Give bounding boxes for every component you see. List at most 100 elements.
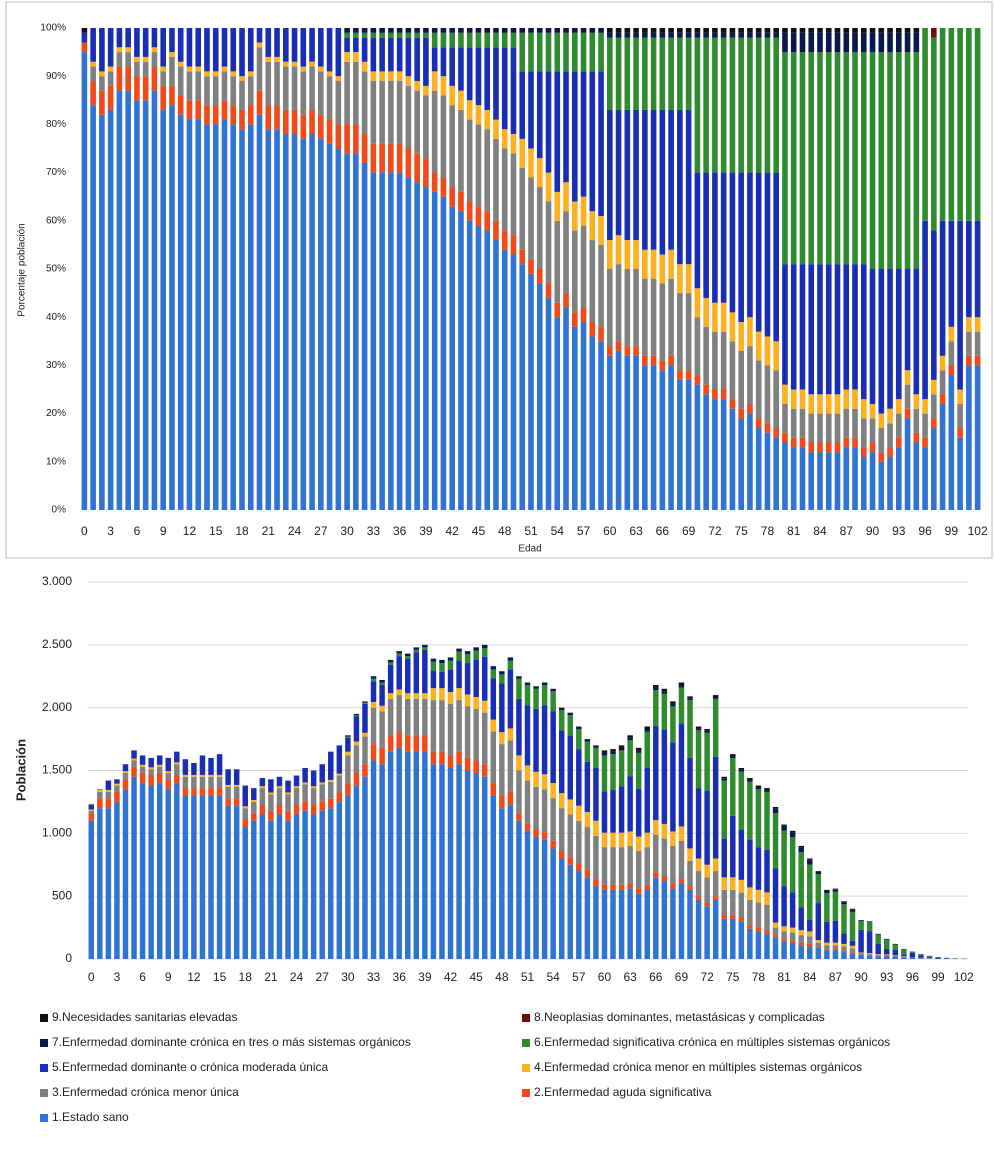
bar-segment	[388, 28, 394, 33]
bar-segment	[730, 33, 736, 38]
bar-segment	[782, 28, 788, 33]
bar-segment	[388, 33, 394, 38]
bar-segment	[371, 760, 376, 959]
bar-segment	[546, 202, 552, 284]
bar-segment	[140, 783, 145, 959]
bar-segment	[602, 755, 607, 791]
bar-segment	[473, 659, 478, 697]
bar-segment	[234, 787, 239, 798]
bar-segment	[319, 811, 324, 959]
bar-segment	[354, 715, 359, 716]
bar-segment	[439, 663, 444, 672]
bar-segment	[234, 798, 239, 806]
bar-segment	[379, 748, 384, 764]
bar-segment	[465, 694, 470, 706]
bar-segment	[414, 652, 419, 693]
bar-segment	[905, 418, 911, 510]
bar-segment	[616, 38, 622, 110]
bar-segment	[183, 759, 188, 775]
bar-segment	[616, 235, 622, 264]
x-tick-label: 66	[649, 970, 663, 984]
bar-segment	[773, 438, 779, 510]
bar-segment	[686, 293, 692, 370]
bar-segment	[867, 955, 872, 959]
bar-segment	[302, 801, 307, 810]
bar-segment	[327, 28, 333, 71]
bar-segment	[807, 946, 812, 959]
bar-segment	[174, 764, 179, 775]
bar-segment	[274, 129, 280, 510]
bar-segment	[484, 47, 490, 110]
bar-segment	[414, 182, 420, 510]
bar-segment	[493, 240, 499, 510]
bar-segment	[371, 681, 376, 702]
bar-segment	[975, 356, 981, 366]
bar-segment	[379, 683, 384, 686]
bar-segment	[550, 798, 555, 841]
bar-segment	[765, 173, 771, 337]
bar-segment	[537, 158, 543, 187]
bar-segment	[739, 768, 744, 770]
bar-segment	[157, 755, 162, 764]
bar-segment	[679, 879, 684, 884]
bar-segment	[456, 652, 461, 661]
bar-segment	[499, 796, 504, 809]
bar-segment	[388, 38, 394, 72]
bar-segment	[940, 356, 946, 370]
x-tick-label: 69	[675, 970, 689, 984]
bar-segment	[439, 688, 444, 700]
bar-segment	[790, 837, 795, 892]
bar-segment	[730, 399, 736, 409]
bar-segment	[696, 900, 701, 959]
bar-segment	[114, 792, 119, 802]
bar-segment	[379, 685, 384, 706]
bar-segment	[791, 52, 797, 264]
bar-segment	[268, 779, 273, 792]
x-tick-label: 87	[829, 970, 843, 984]
bar-segment	[905, 409, 911, 419]
bar-segment	[143, 76, 149, 100]
bar-segment	[816, 948, 821, 959]
bar-segment	[309, 28, 315, 62]
bar-segment	[519, 168, 525, 250]
bar-segment	[187, 100, 193, 119]
bar-segment	[251, 788, 256, 800]
bar-segment	[747, 173, 753, 318]
bar-segment	[217, 777, 222, 788]
bar-segment	[484, 129, 490, 211]
bar-segment	[108, 71, 114, 85]
bar-segment	[397, 173, 403, 510]
bar-segment	[204, 124, 210, 510]
bar-segment	[756, 428, 762, 510]
bar-segment	[414, 81, 420, 91]
bar-segment	[533, 709, 538, 772]
bar-segment	[870, 418, 876, 442]
bar-segment	[791, 264, 797, 389]
bar-segment	[458, 211, 464, 510]
bar-segment	[651, 279, 657, 356]
bar-segment	[738, 409, 744, 419]
bar-segment	[519, 28, 525, 33]
bar-segment	[645, 732, 650, 768]
bar-segment	[593, 821, 598, 836]
bar-segment	[423, 95, 429, 158]
bar-segment	[268, 794, 273, 811]
x-tick-label: 36	[393, 524, 407, 538]
bar-segment	[222, 71, 228, 100]
bar-segment	[901, 957, 906, 958]
bar-segment	[773, 869, 778, 923]
bar-segment	[397, 28, 403, 33]
bar-segment	[901, 955, 906, 957]
bar-segment	[225, 785, 230, 787]
bar-segment	[773, 808, 778, 813]
bar-segment	[204, 105, 210, 124]
bar-segment	[867, 954, 872, 955]
bar-segment	[160, 86, 166, 110]
bar-segment	[585, 812, 590, 827]
bar-segment	[858, 920, 863, 921]
bar-segment	[893, 945, 898, 950]
bar-segment	[875, 934, 880, 935]
bar-segment	[764, 905, 769, 930]
bar-segment	[318, 115, 324, 139]
